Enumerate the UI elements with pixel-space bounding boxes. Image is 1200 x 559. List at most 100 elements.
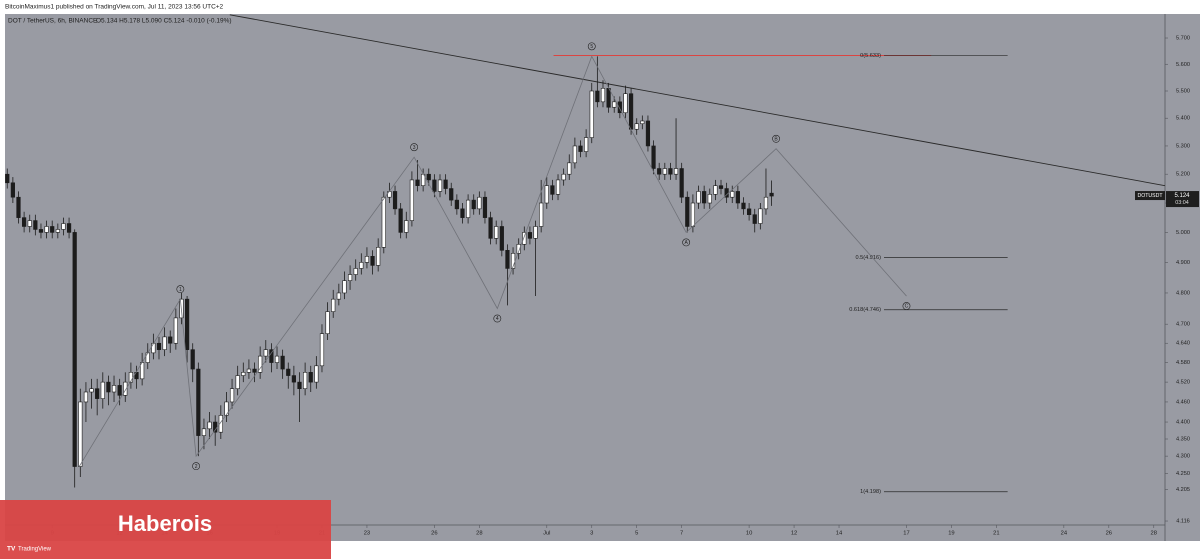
candle-body xyxy=(617,101,622,114)
candle-body xyxy=(201,428,207,436)
candle-body xyxy=(550,185,555,195)
candle-body xyxy=(83,391,89,403)
candle-body xyxy=(533,226,538,239)
candle-body xyxy=(544,185,549,204)
candle-body xyxy=(584,137,589,152)
candle-body xyxy=(370,256,375,266)
candle-body xyxy=(718,185,724,189)
symbol-tag xyxy=(1135,191,1165,201)
candle-body xyxy=(55,229,60,233)
candle-body xyxy=(752,214,757,224)
price-tag xyxy=(1166,191,1199,208)
x-tick-label: 14 xyxy=(836,531,843,537)
candle-body xyxy=(409,179,414,221)
wave-label-circle xyxy=(410,143,419,152)
candle-body xyxy=(364,256,370,263)
candle-body xyxy=(432,179,437,192)
y-tick-label: 5.200 xyxy=(1176,172,1190,178)
candle-body xyxy=(224,401,229,416)
wave-label-circle xyxy=(192,462,200,471)
candle-body xyxy=(50,226,55,233)
candle-body xyxy=(190,349,195,370)
candle-body xyxy=(735,191,740,204)
candle-body xyxy=(246,368,252,373)
brand-logo: TV xyxy=(7,546,16,553)
candle-body xyxy=(747,208,752,216)
wave-label: A xyxy=(684,240,688,246)
candle-body xyxy=(263,349,268,357)
candle-body xyxy=(730,191,735,198)
candle-body xyxy=(100,381,105,399)
candle-body xyxy=(168,336,173,344)
candle-body xyxy=(578,145,583,152)
plot-background xyxy=(5,14,1165,541)
candle-body xyxy=(482,196,488,218)
candle-body xyxy=(89,388,94,393)
y-tick-label: 4.900 xyxy=(1176,260,1190,266)
symbol-legend: DOT / TetherUS, 6h, BINANCE xyxy=(8,18,98,25)
x-tick-label: 7 xyxy=(680,531,683,537)
ohlc-legend: O5.134 H5.178 L5.090 C5.124 -0.010 (-0.1… xyxy=(96,18,232,25)
candle-body xyxy=(713,185,718,195)
candle-body xyxy=(61,223,66,230)
candle-body xyxy=(612,101,617,108)
candle-body xyxy=(44,226,49,233)
candle-body xyxy=(347,274,353,281)
y-tick-label: 4.800 xyxy=(1176,290,1190,296)
candle-body xyxy=(454,199,459,210)
trend-line xyxy=(229,14,1165,187)
countdown-text: 03:04 xyxy=(1175,200,1189,206)
candle-body xyxy=(696,191,701,204)
candle-body xyxy=(477,196,482,210)
candle-body xyxy=(555,179,561,195)
candle-body xyxy=(741,202,746,210)
candle-body xyxy=(640,120,645,125)
x-tick-label: 17 xyxy=(903,531,909,537)
y-tick-label: 4.640 xyxy=(1176,341,1190,347)
candle-body xyxy=(336,292,341,300)
x-tick-label: 10 xyxy=(746,531,752,537)
wave-label: B xyxy=(774,136,778,142)
candle-body xyxy=(269,349,274,363)
candle-body xyxy=(589,90,594,138)
candle-body xyxy=(241,372,246,376)
watermark-text: Haberois xyxy=(118,511,212,536)
x-tick-label: 12 xyxy=(791,531,797,537)
wave-label-circle xyxy=(902,302,911,310)
wave-label-circle xyxy=(682,238,691,247)
candle-body xyxy=(527,232,533,239)
candle-body xyxy=(117,385,122,396)
y-tick-label: 4.116 xyxy=(1176,519,1190,525)
candle-body xyxy=(291,375,296,383)
candle-body xyxy=(634,123,639,130)
fib-level-label: 0.618(4.746) xyxy=(849,307,881,313)
candle-body xyxy=(252,368,257,373)
x-tick-label: 24 xyxy=(1061,531,1068,537)
candle-body xyxy=(662,168,667,175)
fib-level-label: 0(5.633) xyxy=(860,53,881,59)
candle-body xyxy=(353,268,358,275)
candle-body xyxy=(173,317,178,344)
candle-body xyxy=(22,217,27,227)
wave-label: 4 xyxy=(496,316,499,322)
wave-label: 3 xyxy=(413,145,416,151)
overlay: Haberois TV TradingView xyxy=(0,500,331,559)
candle-body xyxy=(258,355,263,373)
candle-body xyxy=(505,250,510,269)
candle-body xyxy=(66,223,72,233)
candle-body xyxy=(623,93,628,114)
candle-body xyxy=(392,191,398,210)
candle-body xyxy=(651,145,656,169)
candle-body xyxy=(516,244,521,254)
candle-body xyxy=(702,191,707,204)
candle-body xyxy=(376,247,381,266)
candle-body xyxy=(437,179,443,192)
y-tick-label: 4.205 xyxy=(1176,487,1190,493)
candle-body xyxy=(229,388,235,403)
candle-body xyxy=(595,90,600,103)
candle-body xyxy=(707,194,712,204)
wave-label-circle xyxy=(772,134,780,143)
y-tick-label: 5.700 xyxy=(1176,35,1190,41)
candle-body xyxy=(657,168,662,175)
